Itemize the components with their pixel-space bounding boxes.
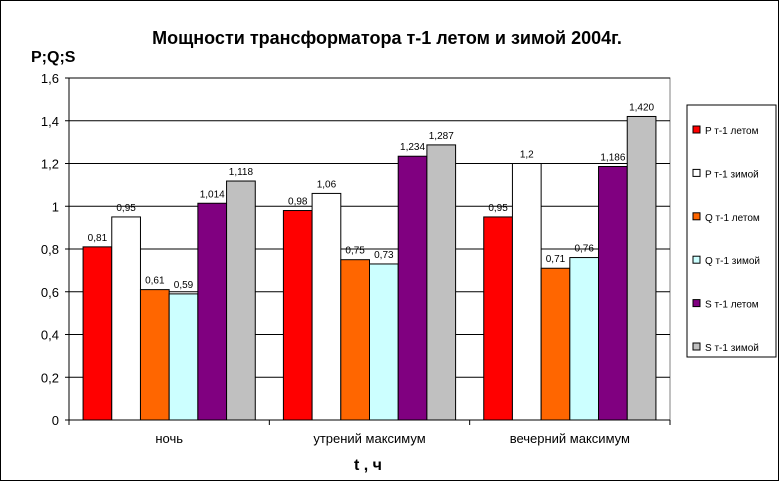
bars — [82, 115, 657, 421]
bar — [139, 289, 170, 421]
bar — [168, 293, 199, 421]
legend-entry: Q т-1 летом — [705, 213, 760, 224]
legend-swatch — [692, 212, 701, 221]
bar — [626, 115, 657, 421]
data-label: 0,61 — [145, 276, 165, 287]
data-label: 1,287 — [429, 131, 454, 142]
bar — [282, 210, 313, 421]
chart-title: Мощности трансформатора т-1 летом и зимо… — [152, 28, 622, 48]
legend: P т-1 летом P т-1 зимой Q т-1 летом Q т-1 з… — [686, 104, 777, 358]
bar — [540, 267, 571, 421]
legend-swatch — [692, 342, 701, 351]
data-label: 0,95 — [116, 203, 136, 214]
legend-swatch — [692, 255, 701, 264]
y-tick-label: 0 — [52, 413, 59, 428]
data-label: 0,71 — [546, 254, 566, 265]
data-label: 1,420 — [629, 102, 654, 113]
data-label: 0,59 — [174, 280, 194, 291]
bar — [311, 192, 342, 421]
x-tick-label: ночь — [155, 431, 183, 446]
bar — [426, 144, 457, 421]
legend-entry: Q т-1 зимой — [705, 256, 760, 267]
y-axis-label: P;Q;S — [31, 49, 76, 66]
data-label: 1,186 — [600, 152, 625, 163]
bar — [82, 246, 113, 421]
bar — [340, 259, 370, 421]
data-label: 0,98 — [288, 197, 308, 208]
data-label: 1,06 — [317, 179, 337, 190]
data-label: 0,75 — [345, 246, 365, 257]
data-labels: 0,81 0,95 0,61 0,59 1,014 1,118 0,98 1,06 0,75 0,… — [88, 102, 655, 290]
bar — [226, 180, 256, 421]
data-label: 0,95 — [488, 203, 508, 214]
x-tick-label: вечерний максимум — [510, 431, 630, 446]
data-label: 1,014 — [200, 189, 225, 200]
bar — [397, 155, 428, 421]
y-tick-label: 0,8 — [41, 242, 59, 257]
legend-swatch — [692, 299, 701, 308]
data-label: 1,118 — [229, 167, 254, 178]
bar — [598, 165, 628, 421]
legend-swatch — [692, 125, 701, 134]
legend-entry: P т-1 зимой — [705, 169, 759, 180]
y-tick-label: 1,4 — [41, 114, 59, 129]
bar — [111, 216, 141, 421]
data-label: 0,73 — [374, 250, 394, 261]
y-tick-label: 1 — [52, 199, 59, 214]
legend-box — [686, 104, 777, 358]
legend-swatch — [692, 168, 701, 177]
bar — [511, 163, 542, 421]
legend-entry: S т-1 летом — [705, 300, 759, 311]
data-label: 1,234 — [400, 142, 425, 153]
y-tick-label: 0,6 — [41, 285, 59, 300]
bar — [569, 257, 600, 421]
legend-entry: S т-1 зимой — [705, 343, 759, 354]
legend-entry: P т-1 летом — [705, 126, 759, 137]
x-axis-label: t , ч — [354, 457, 382, 474]
bar — [197, 202, 228, 421]
data-label: 0,76 — [574, 244, 594, 255]
y-tick-label: 1,6 — [41, 71, 59, 86]
y-tick-label: 0,4 — [41, 328, 59, 343]
data-label: 0,81 — [88, 233, 108, 244]
data-label: 1,2 — [520, 150, 534, 161]
y-tick-label: 1,2 — [41, 157, 59, 172]
y-tick-label: 0,2 — [41, 370, 59, 385]
x-tick-label: утрений максимум — [313, 431, 425, 446]
bar — [483, 216, 513, 421]
bar — [369, 263, 399, 421]
